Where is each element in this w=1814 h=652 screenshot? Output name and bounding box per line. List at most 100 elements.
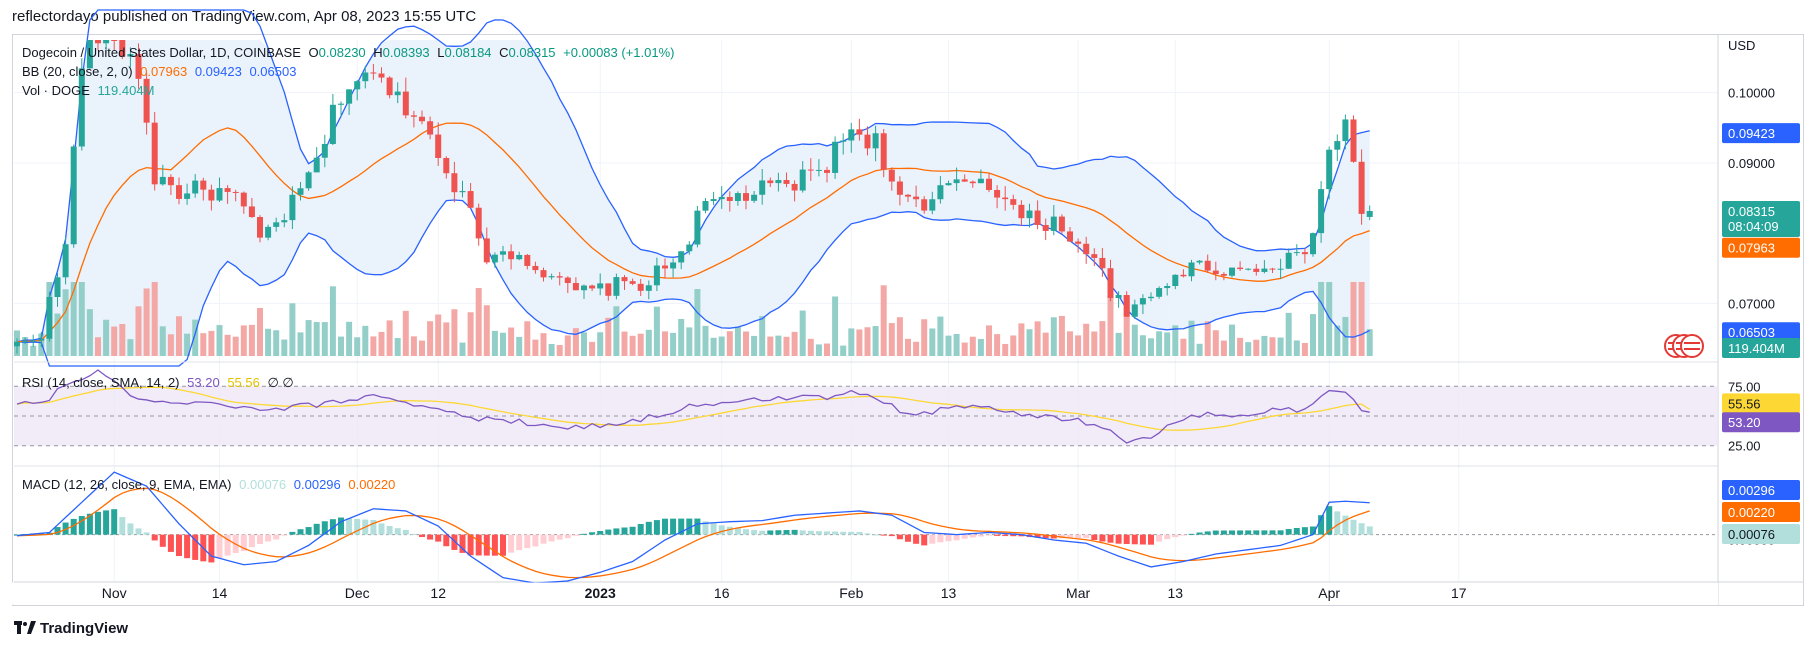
macd-hist-bar xyxy=(921,534,928,546)
bb-legend-label[interactable]: BB (20, close, 2, 0) xyxy=(22,64,133,79)
macd-badge-text: 0.00296 xyxy=(1728,483,1775,498)
macd-histogram xyxy=(14,506,1373,563)
volume-bar xyxy=(1148,338,1154,356)
volume-bar xyxy=(483,305,490,356)
candle-body xyxy=(54,277,61,297)
macd-hist-bar xyxy=(848,531,855,535)
volume-bar xyxy=(167,334,174,356)
volume-bar xyxy=(305,320,312,356)
candle-body xyxy=(1229,267,1235,276)
candle-body xyxy=(346,89,353,104)
candle-body xyxy=(508,251,515,260)
candle-body xyxy=(321,143,328,158)
candle-body xyxy=(1342,119,1349,142)
candle-body xyxy=(905,194,911,197)
volume-bar xyxy=(1358,282,1365,356)
candle-body xyxy=(872,133,879,149)
macd-hist-bar xyxy=(524,534,531,549)
time-tick-label: 13 xyxy=(1168,585,1184,601)
candle-body xyxy=(1115,294,1122,298)
vol-legend-value: 119.404M xyxy=(97,83,155,98)
macd-hist-bar xyxy=(637,524,644,535)
macd-hist-bar xyxy=(856,532,863,535)
macd-hist-badge-text: 0.00076 xyxy=(1728,527,1775,542)
candle-body xyxy=(378,73,385,78)
macd-hist-bar xyxy=(289,531,296,535)
volume-bar xyxy=(78,282,85,356)
volume-bar xyxy=(329,286,336,356)
volume-bar xyxy=(240,325,247,356)
candle-body xyxy=(483,238,490,263)
volume-bar xyxy=(95,337,101,356)
candle-body xyxy=(1334,141,1341,150)
volume-bar xyxy=(1293,340,1300,356)
macd-hist-bar xyxy=(1229,530,1235,535)
candle-body xyxy=(791,183,798,191)
volume-bar xyxy=(953,333,960,356)
macd-legend-macd: 0.00296 xyxy=(293,477,341,492)
candle-body xyxy=(621,277,628,282)
macd-signal-line xyxy=(16,487,1370,579)
candle-body xyxy=(119,40,126,57)
macd-hist-bar xyxy=(840,531,847,535)
candle-body xyxy=(475,207,482,239)
volume-bar xyxy=(135,306,142,356)
volume-bar xyxy=(1091,331,1098,356)
publish-caption: reflectordayo published on TradingView.c… xyxy=(12,8,477,25)
macd-hist-bar xyxy=(653,520,660,535)
macd-hist-bar xyxy=(1253,530,1260,535)
candle-body xyxy=(1058,216,1065,232)
volume-bar xyxy=(864,327,871,356)
volume-bar xyxy=(1220,340,1227,356)
bb-lower-badge-text: 0.06503 xyxy=(1728,325,1775,340)
macd-hist-bar xyxy=(775,530,782,535)
volume-bar xyxy=(686,327,693,356)
volume-bar xyxy=(321,322,328,356)
macd-hist-bar xyxy=(443,534,450,547)
candle-body xyxy=(451,173,458,193)
candle-body xyxy=(856,129,863,135)
macd-hist-bar xyxy=(864,533,871,535)
candle-body xyxy=(305,172,312,189)
macd-hist-bar xyxy=(953,534,960,541)
macd-hist-bar xyxy=(1334,511,1341,535)
bb-upper-badge-bg xyxy=(1722,123,1800,144)
macd-hist-bar xyxy=(240,534,247,552)
volume-bar xyxy=(815,344,822,356)
bb-lower-badge-bg xyxy=(1722,322,1800,343)
macd-hist-bar xyxy=(961,534,968,539)
volume-bar xyxy=(751,335,758,356)
rsi-legend-label[interactable]: RSI (14, close, SMA, 14, 2) xyxy=(22,375,180,390)
volume-bar xyxy=(176,316,182,356)
candle-body xyxy=(1139,298,1146,305)
candle-body xyxy=(192,180,199,194)
tradingview-footer[interactable]: TradingView xyxy=(14,620,128,637)
bb-basis-badge: 0.07963 xyxy=(1722,237,1800,258)
candle-body xyxy=(686,244,693,252)
candle-body xyxy=(783,179,790,184)
candle-body xyxy=(629,281,636,284)
time-tick-label: 2023 xyxy=(585,585,616,601)
volume-bar xyxy=(734,326,741,356)
macd-legend-label[interactable]: MACD (12, 26, close, 9, EMA, EMA) xyxy=(22,477,232,492)
candle-body xyxy=(888,169,895,182)
candle-body xyxy=(167,176,174,186)
volume-bar xyxy=(1164,332,1171,356)
vol-legend-label[interactable]: Vol · DOGE xyxy=(22,83,90,98)
candle-body xyxy=(832,141,839,173)
legend-symbol[interactable]: Dogecoin / United States Dollar, 1D, COI… xyxy=(22,45,301,60)
volume-bar xyxy=(824,343,830,356)
candle-body xyxy=(572,283,579,291)
volume-bar xyxy=(1042,332,1049,356)
time-axis-bg xyxy=(0,582,1718,605)
macd-hist-bar xyxy=(621,527,628,535)
macd-hist-bar xyxy=(1196,532,1203,535)
macd-hist-bar xyxy=(410,533,417,535)
candle-body xyxy=(945,183,952,186)
macd-hist-bar xyxy=(78,516,85,535)
macd-hist-bar xyxy=(734,528,741,535)
macd-hist-bar xyxy=(572,534,579,536)
candle-body xyxy=(159,176,166,185)
candle-body xyxy=(232,191,239,193)
